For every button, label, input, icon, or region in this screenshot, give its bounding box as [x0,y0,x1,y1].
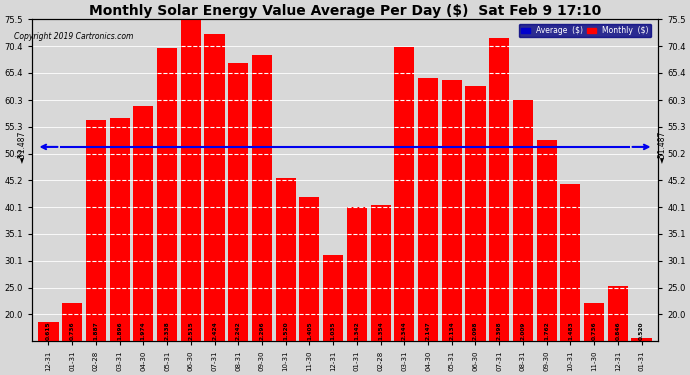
Bar [252,54,272,341]
Bar [560,184,580,341]
Text: 1.405: 1.405 [307,321,312,340]
Text: 2.242: 2.242 [236,321,241,340]
Bar [86,120,106,341]
Text: 0.846: 0.846 [615,321,620,340]
Text: 2.009: 2.009 [520,321,526,340]
Text: 1.342: 1.342 [355,321,359,340]
Bar [133,106,153,341]
Text: Copyright 2019 Cartronics.com: Copyright 2019 Cartronics.com [14,32,133,41]
Legend: Average  ($), Monthly  ($): Average ($), Monthly ($) [519,24,651,38]
Bar [347,207,367,341]
Bar [110,118,130,341]
Title: Monthly Solar Energy Value Average Per Day ($)  Sat Feb 9 17:10: Monthly Solar Energy Value Average Per D… [89,4,601,18]
Bar [39,322,59,341]
Text: 0.736: 0.736 [70,321,75,340]
Bar [228,63,248,341]
Text: 1.974: 1.974 [141,321,146,340]
Bar [299,196,319,341]
Bar [371,205,391,341]
Text: 2.515: 2.515 [188,321,193,340]
Text: ◄51.487: ◄51.487 [658,131,667,163]
Bar [537,140,557,341]
Text: 1.354: 1.354 [378,321,383,340]
Bar [181,20,201,341]
Bar [608,286,628,341]
Bar [418,78,438,341]
Bar [323,255,343,341]
Bar [394,47,415,341]
Text: 2.344: 2.344 [402,321,407,340]
Bar [442,80,462,341]
Bar [62,303,82,341]
Text: 1.520: 1.520 [283,321,288,340]
Text: 1.762: 1.762 [544,321,549,340]
Bar [204,34,224,341]
Text: 2.424: 2.424 [212,321,217,340]
Bar [157,48,177,341]
Text: 1.896: 1.896 [117,321,122,340]
Text: 2.398: 2.398 [497,321,502,340]
Bar [584,303,604,341]
Text: 1.887: 1.887 [93,321,99,340]
Text: 2.147: 2.147 [426,321,431,340]
Text: 0.520: 0.520 [639,321,644,340]
Text: 0.736: 0.736 [591,321,597,340]
Bar [631,338,651,341]
Text: ◄51.487: ◄51.487 [18,131,27,163]
Text: 0.615: 0.615 [46,321,51,340]
Text: 1.035: 1.035 [331,321,335,340]
Text: 2.098: 2.098 [473,321,478,340]
Bar [513,100,533,341]
Text: 2.134: 2.134 [449,321,454,340]
Bar [489,38,509,341]
Text: 1.483: 1.483 [568,321,573,340]
Text: 2.296: 2.296 [259,321,264,340]
Bar [275,178,296,341]
Text: 2.338: 2.338 [164,321,170,340]
Bar [466,86,486,341]
